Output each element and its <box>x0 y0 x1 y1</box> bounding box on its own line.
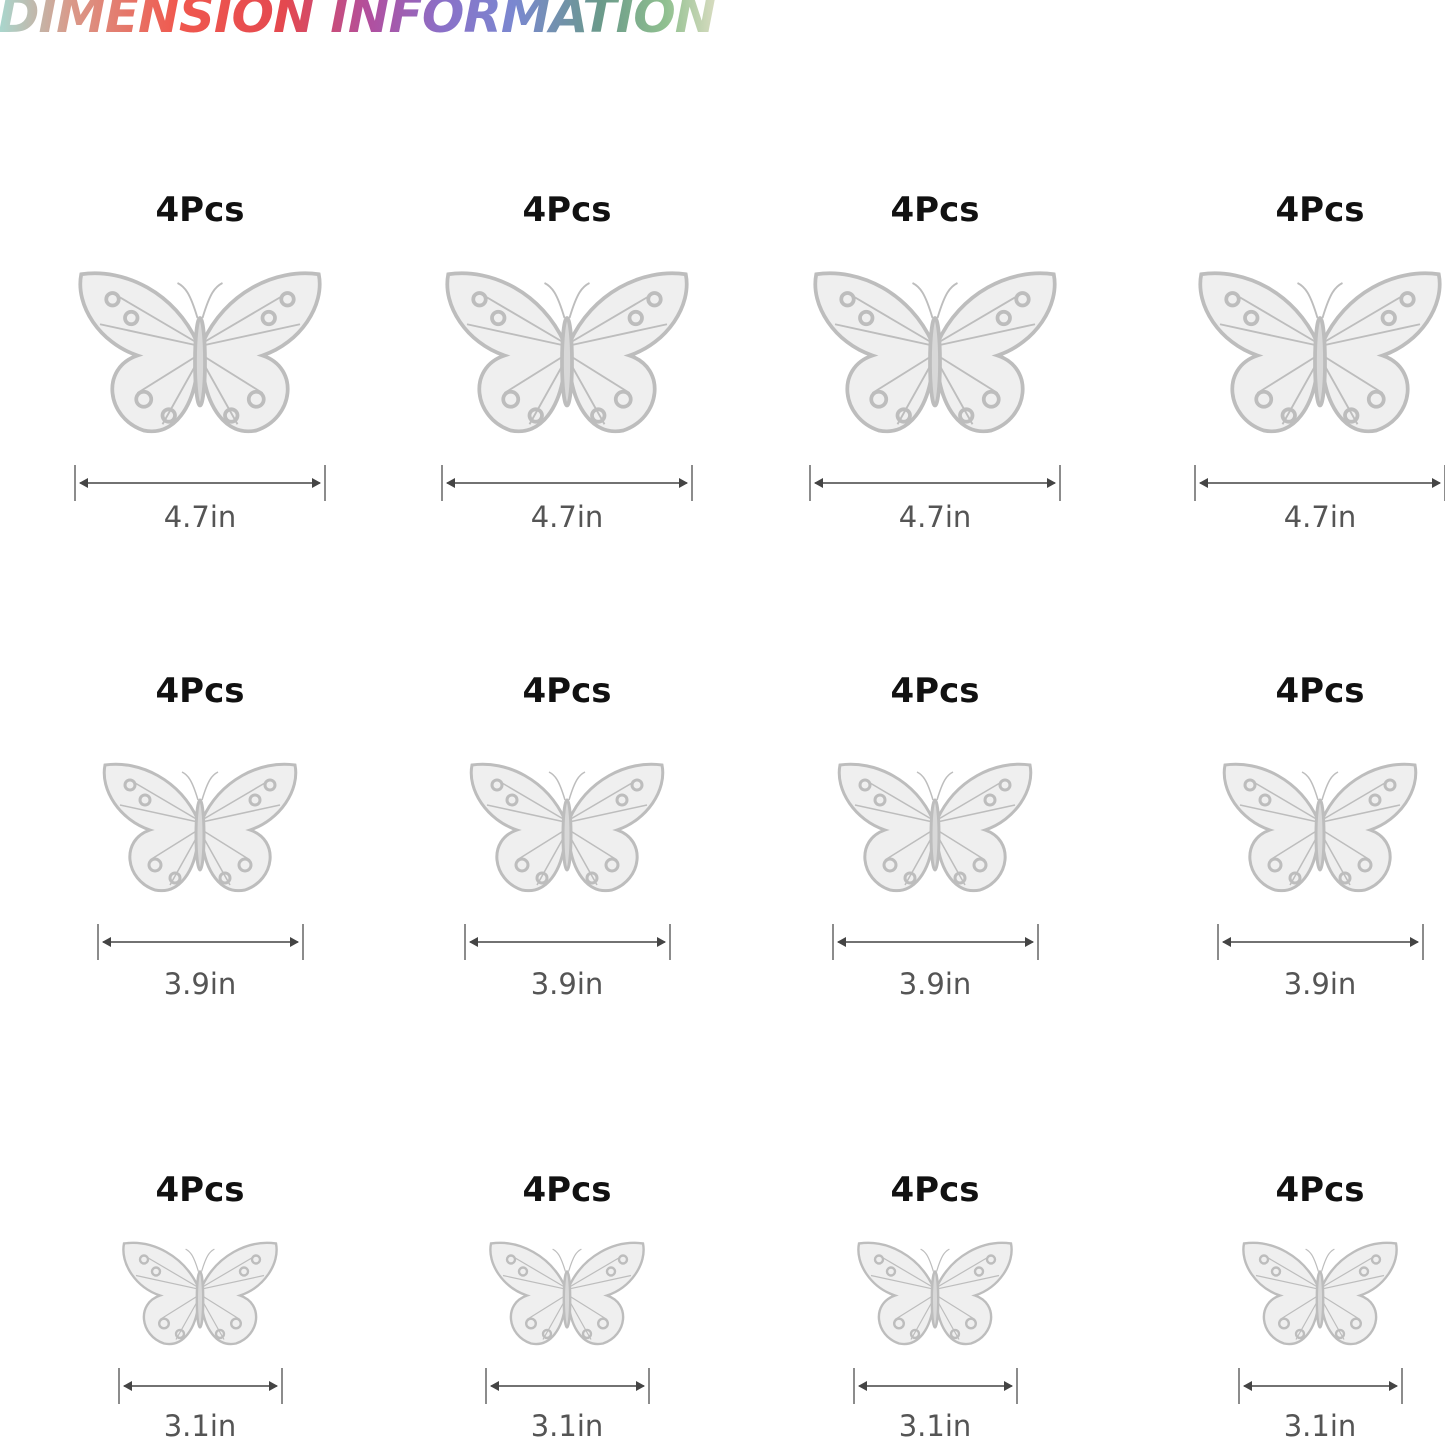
butterfly-lace-icon <box>487 1238 647 1353</box>
dimension-arrow <box>852 1368 1018 1404</box>
quantity-label: 4Pcs <box>522 190 612 230</box>
butterfly-swallowtail-icon <box>810 268 1060 443</box>
dimension-arrow <box>809 465 1061 501</box>
dimension-label: 4.7in <box>530 500 604 534</box>
dimension-arrow <box>441 465 693 501</box>
dimension-label: 3.1in <box>1283 1409 1357 1443</box>
quantity-label: 4Pcs <box>522 1170 612 1210</box>
dimension-label: 4.7in <box>163 500 237 534</box>
dimension-arrow <box>1237 1368 1403 1404</box>
dimension-label: 3.9in <box>530 967 604 1001</box>
dimension-arrow <box>831 924 1039 960</box>
dimension-label: 3.1in <box>163 1409 237 1443</box>
quantity-label: 4Pcs <box>1275 1170 1365 1210</box>
butterfly-dotted-icon <box>100 760 300 900</box>
dimension-label: 4.7in <box>1283 500 1357 534</box>
page-title: DIMENSION INFORMATION <box>0 0 717 44</box>
quantity-label: 4Pcs <box>155 190 245 230</box>
butterfly-dotted-icon <box>120 1238 280 1353</box>
butterfly-swallowtail-icon <box>835 760 1035 900</box>
butterfly-lace-icon <box>442 268 692 443</box>
dimension-label: 3.1in <box>530 1409 604 1443</box>
quantity-label: 4Pcs <box>890 671 980 711</box>
dimension-label: 3.9in <box>1283 967 1357 1001</box>
butterfly-dotted-icon <box>75 268 325 443</box>
butterfly-veined-icon <box>1240 1238 1400 1353</box>
dimension-arrow <box>96 924 304 960</box>
quantity-label: 4Pcs <box>890 190 980 230</box>
butterfly-veined-icon <box>1195 268 1445 443</box>
butterfly-swallowtail-icon <box>855 1238 1015 1353</box>
quantity-label: 4Pcs <box>522 671 612 711</box>
butterfly-lace-icon <box>467 760 667 900</box>
dimension-arrow <box>117 1368 283 1404</box>
dimension-label: 3.9in <box>898 967 972 1001</box>
quantity-label: 4Pcs <box>1275 190 1365 230</box>
dimension-label: 3.9in <box>163 967 237 1001</box>
quantity-label: 4Pcs <box>155 671 245 711</box>
dimension-arrow <box>74 465 326 501</box>
quantity-label: 4Pcs <box>155 1170 245 1210</box>
dimension-label: 4.7in <box>898 500 972 534</box>
butterfly-veined-icon <box>1220 760 1420 900</box>
dimension-label: 3.1in <box>898 1409 972 1443</box>
dimension-arrow <box>463 924 671 960</box>
quantity-label: 4Pcs <box>890 1170 980 1210</box>
dimension-arrow <box>1216 924 1424 960</box>
dimension-arrow <box>1194 465 1445 501</box>
quantity-label: 4Pcs <box>1275 671 1365 711</box>
dimension-arrow <box>484 1368 650 1404</box>
